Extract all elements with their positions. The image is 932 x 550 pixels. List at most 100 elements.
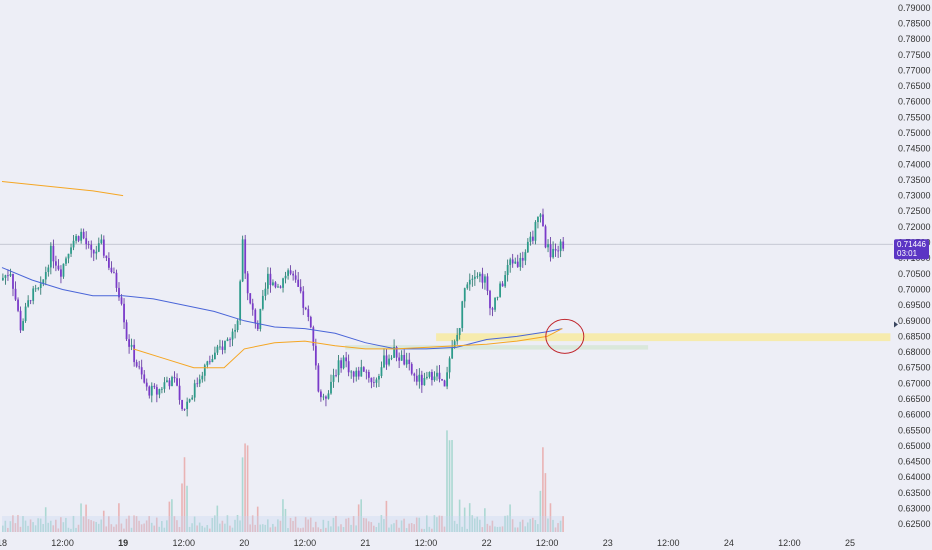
y-tick-label: 0.72000 [898,222,931,232]
candle-body [393,346,395,358]
candle-body [173,377,176,379]
candle-body [251,303,254,310]
volume-bar [534,520,537,532]
candle-body [398,357,401,361]
candle-body [49,245,52,268]
volume-bars [2,430,564,532]
candle-body [163,382,166,389]
current-price-tag: 0.71446 03:01 [894,239,929,260]
candle-body [375,379,378,383]
volume-bar [186,485,188,532]
volume-bar [181,483,183,532]
candle-body [327,393,330,399]
volume-bar [431,528,433,532]
candle-body [552,248,554,258]
candle-body [191,397,194,400]
volume-bar [410,523,413,532]
volume-ma-band [2,516,563,532]
volume-bar [436,517,438,532]
volume-bar [549,503,552,532]
candle-body [90,244,93,250]
volume-bar [100,519,103,532]
candle-body [547,244,549,248]
candle-body [383,355,385,368]
candle-body [229,339,231,341]
volume-bar [355,525,357,532]
volume-bar [214,515,216,532]
y-tick-label: 0.68000 [898,347,931,357]
volume-bar [383,519,385,532]
volume-bar [239,520,241,532]
candle-body [287,270,289,276]
candle-body [456,335,459,342]
candle-body [140,367,143,375]
candle-body [370,377,373,383]
candle-body [302,291,305,308]
volume-bar [171,499,173,532]
current-price-tag-bg [894,239,929,260]
volume-bar [302,527,304,532]
volume-bar [65,517,67,532]
candle-body [2,277,4,281]
volume-bar [226,515,229,532]
candle-body [463,288,466,302]
candle-body [168,380,171,387]
volume-bar [130,527,133,532]
volume-bar [118,503,120,532]
candle-body [400,354,403,361]
candle-body [519,257,522,267]
candle-body [9,274,12,276]
volume-bar [312,527,315,532]
candle-body [188,399,191,402]
volume-bar [4,520,7,532]
volume-bar [357,504,360,532]
candle-body [410,363,413,374]
candle-body [57,265,60,270]
candle-body [367,371,370,378]
y-tick-label: 0.64500 [898,457,931,467]
volume-bar [521,519,524,532]
volume-bar [29,519,32,532]
volume-bar [542,447,544,532]
volume-bar [393,523,395,532]
candle-body [499,283,501,297]
volume-bar [168,501,171,532]
candle-body [123,303,125,323]
candle-body [542,214,544,227]
candle-body [506,265,509,276]
volume-bar [441,515,443,532]
y-tick-label: 0.74000 [898,159,931,169]
volume-bar [176,520,178,532]
candle-body [325,396,327,399]
volume-bar [145,520,148,532]
candle-body [473,276,476,279]
candle-body [471,278,474,280]
x-tick-label: 23 [603,538,613,548]
candle-body [193,383,196,398]
volume-bar [320,528,322,532]
y-tick-label: 0.70000 [898,284,931,294]
candle-body [216,346,219,353]
y-tick-label: 0.78000 [898,34,931,44]
y-tick-label: 0.78500 [898,18,931,28]
candle-body [516,261,519,267]
candle-body [395,346,398,358]
volume-bar [335,515,337,532]
candle-body [272,282,274,286]
time-axis[interactable]: 18 12:00 19 12:00 20 12:00 21 12:00 22 12:00 23 12:… [0,538,855,548]
volume-bar [395,519,398,532]
candle-body [458,328,461,336]
volume-bar [362,517,365,532]
volume-bar [161,521,163,532]
volume-bar [473,518,476,532]
candle-body [4,275,7,278]
volume-bar [479,519,481,532]
y-tick-label: 0.72500 [898,206,931,216]
candle-body [138,366,141,368]
price-axis[interactable]: 0.79000 0.78500 0.78000 0.77500 0.77000 0.765… [898,3,931,529]
volume-bar [22,516,24,532]
candle-body [178,385,181,400]
candle-body [357,370,360,377]
volume-bar [259,524,262,532]
